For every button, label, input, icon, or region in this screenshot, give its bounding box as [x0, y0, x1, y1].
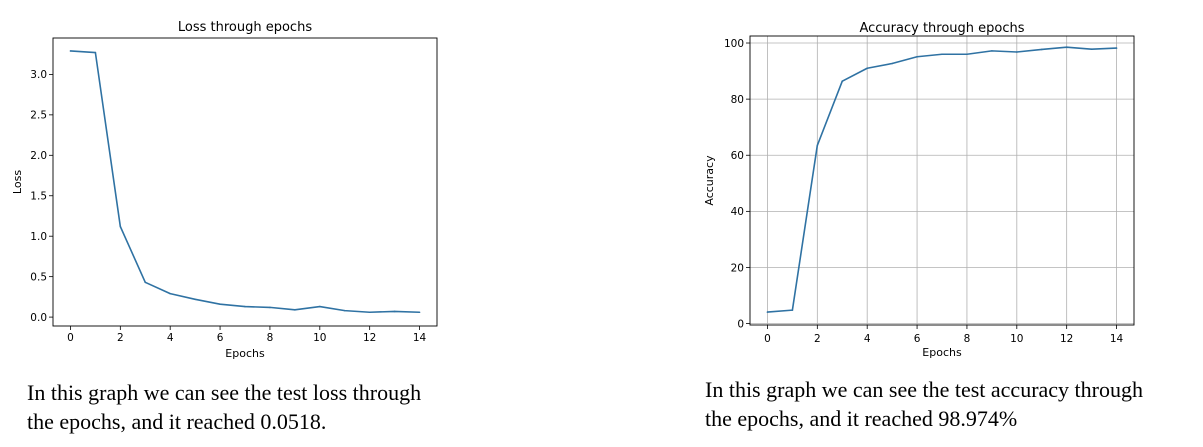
accuracy-y-tick-label: 20 [731, 262, 744, 274]
loss-chart-title: Loss through epochs [178, 20, 312, 35]
accuracy-data-point [816, 144, 819, 147]
accuracy-data-point [1040, 48, 1043, 51]
accuracy-data-point [766, 311, 769, 313]
accuracy-data-point [891, 62, 893, 65]
loss-data-point [194, 298, 196, 301]
accuracy-x-tick-label: 6 [914, 333, 921, 345]
accuracy-y-tick-label: 60 [731, 150, 744, 162]
accuracy-caption: In this graph we can see the test accura… [705, 375, 1143, 433]
accuracy-x-tick-label: 8 [964, 333, 971, 345]
accuracy-x-tick-label: 12 [1060, 333, 1073, 345]
loss-data-point [119, 225, 122, 228]
loss-data-point [219, 303, 221, 305]
accuracy-data-point [966, 53, 968, 56]
loss-x-tick-label: 8 [267, 332, 274, 344]
loss-y-tick-label: 2.0 [30, 150, 47, 162]
accuracy-y-tick-label: 0 [737, 318, 744, 330]
loss-data-point [94, 51, 97, 54]
loss-data-point [343, 309, 346, 312]
accuracy-data-point [1115, 47, 1118, 49]
accuracy-y-axis-label: Accuracy [703, 155, 716, 206]
loss-data-point [69, 50, 72, 52]
loss-x-tick-label: 6 [217, 332, 224, 344]
accuracy-data-point [866, 67, 868, 70]
loss-y-tick-label: 0.0 [30, 312, 47, 324]
accuracy-x-tick-label: 10 [1010, 333, 1023, 345]
accuracy-x-tick-label: 2 [814, 333, 821, 345]
loss-ticks: 0 2 4 6 8 10 12 14 0.0 0.5 1.0 1.5 2.0 2.5 3.0 [30, 69, 426, 344]
loss-data-point [319, 305, 321, 308]
accuracy-chart-title: Accuracy through epochs [859, 21, 1024, 36]
loss-data-point [169, 292, 171, 295]
loss-data-point [144, 281, 147, 284]
loss-caption-line-2: the epochs, and it reached 0.0518. [27, 409, 327, 434]
loss-x-tick-label: 0 [67, 332, 74, 344]
accuracy-data-point [916, 55, 918, 58]
loss-x-axis-label: Epochs [225, 347, 265, 360]
loss-x-tick-label: 12 [363, 332, 376, 344]
loss-y-tick-label: 1.0 [30, 231, 47, 243]
loss-y-tick-label: 3.0 [30, 69, 47, 81]
accuracy-x-axis-label: Epochs [922, 346, 962, 359]
accuracy-x-tick-label: 4 [864, 333, 871, 345]
accuracy-x-tick-label: 14 [1110, 333, 1124, 345]
loss-chart: 0 2 4 6 8 10 12 14 0.0 0.5 1.0 1.5 2.0 2.5 3.0 Loss th… [11, 20, 438, 360]
accuracy-grid [750, 36, 1134, 325]
loss-data-point [269, 306, 271, 309]
accuracy-data-point [941, 53, 943, 56]
loss-x-tick-label: 10 [313, 332, 326, 344]
loss-x-tick-label: 2 [117, 332, 124, 344]
accuracy-plot-frame [749, 35, 1135, 326]
accuracy-caption-line-1: In this graph we can see the test accura… [705, 377, 1143, 402]
loss-y-tick-label: 1.5 [30, 191, 47, 203]
accuracy-data-point [991, 50, 993, 52]
accuracy-series-line [767, 46, 1117, 313]
loss-data-point [294, 309, 296, 311]
loss-y-tick-label: 0.5 [30, 271, 47, 283]
accuracy-y-tick-label: 100 [724, 38, 744, 50]
loss-data-point [368, 311, 371, 314]
accuracy-chart: 0 2 4 6 8 10 12 14 0 20 40 60 80 100 Accuracy through… [703, 21, 1135, 359]
loss-data-point [244, 305, 246, 308]
accuracy-data-point [841, 80, 844, 82]
accuracy-data-point [791, 309, 794, 311]
loss-plot-frame [52, 37, 438, 327]
loss-x-tick-label: 4 [167, 332, 174, 344]
accuracy-data-point [1090, 48, 1093, 50]
loss-series-line [70, 50, 420, 314]
loss-data-point [393, 310, 396, 313]
loss-caption-line-1: In this graph we can see the test loss t… [27, 380, 422, 405]
loss-caption: In this graph we can see the test loss t… [27, 378, 421, 436]
loss-y-axis-label: Loss [11, 170, 24, 194]
accuracy-data-point [1016, 51, 1018, 53]
accuracy-x-tick-label: 0 [764, 333, 771, 345]
accuracy-caption-line-2: the epochs, and it reached 98.974% [705, 406, 1018, 431]
accuracy-y-tick-label: 40 [731, 206, 744, 218]
accuracy-ticks: 0 2 4 6 8 10 12 14 0 20 40 60 80 100 [724, 38, 1124, 345]
accuracy-y-tick-label: 80 [731, 94, 744, 106]
accuracy-data-point [1065, 46, 1068, 49]
loss-data-point [418, 311, 421, 314]
loss-y-tick-label: 2.5 [30, 110, 47, 122]
loss-x-tick-label: 14 [413, 332, 427, 344]
